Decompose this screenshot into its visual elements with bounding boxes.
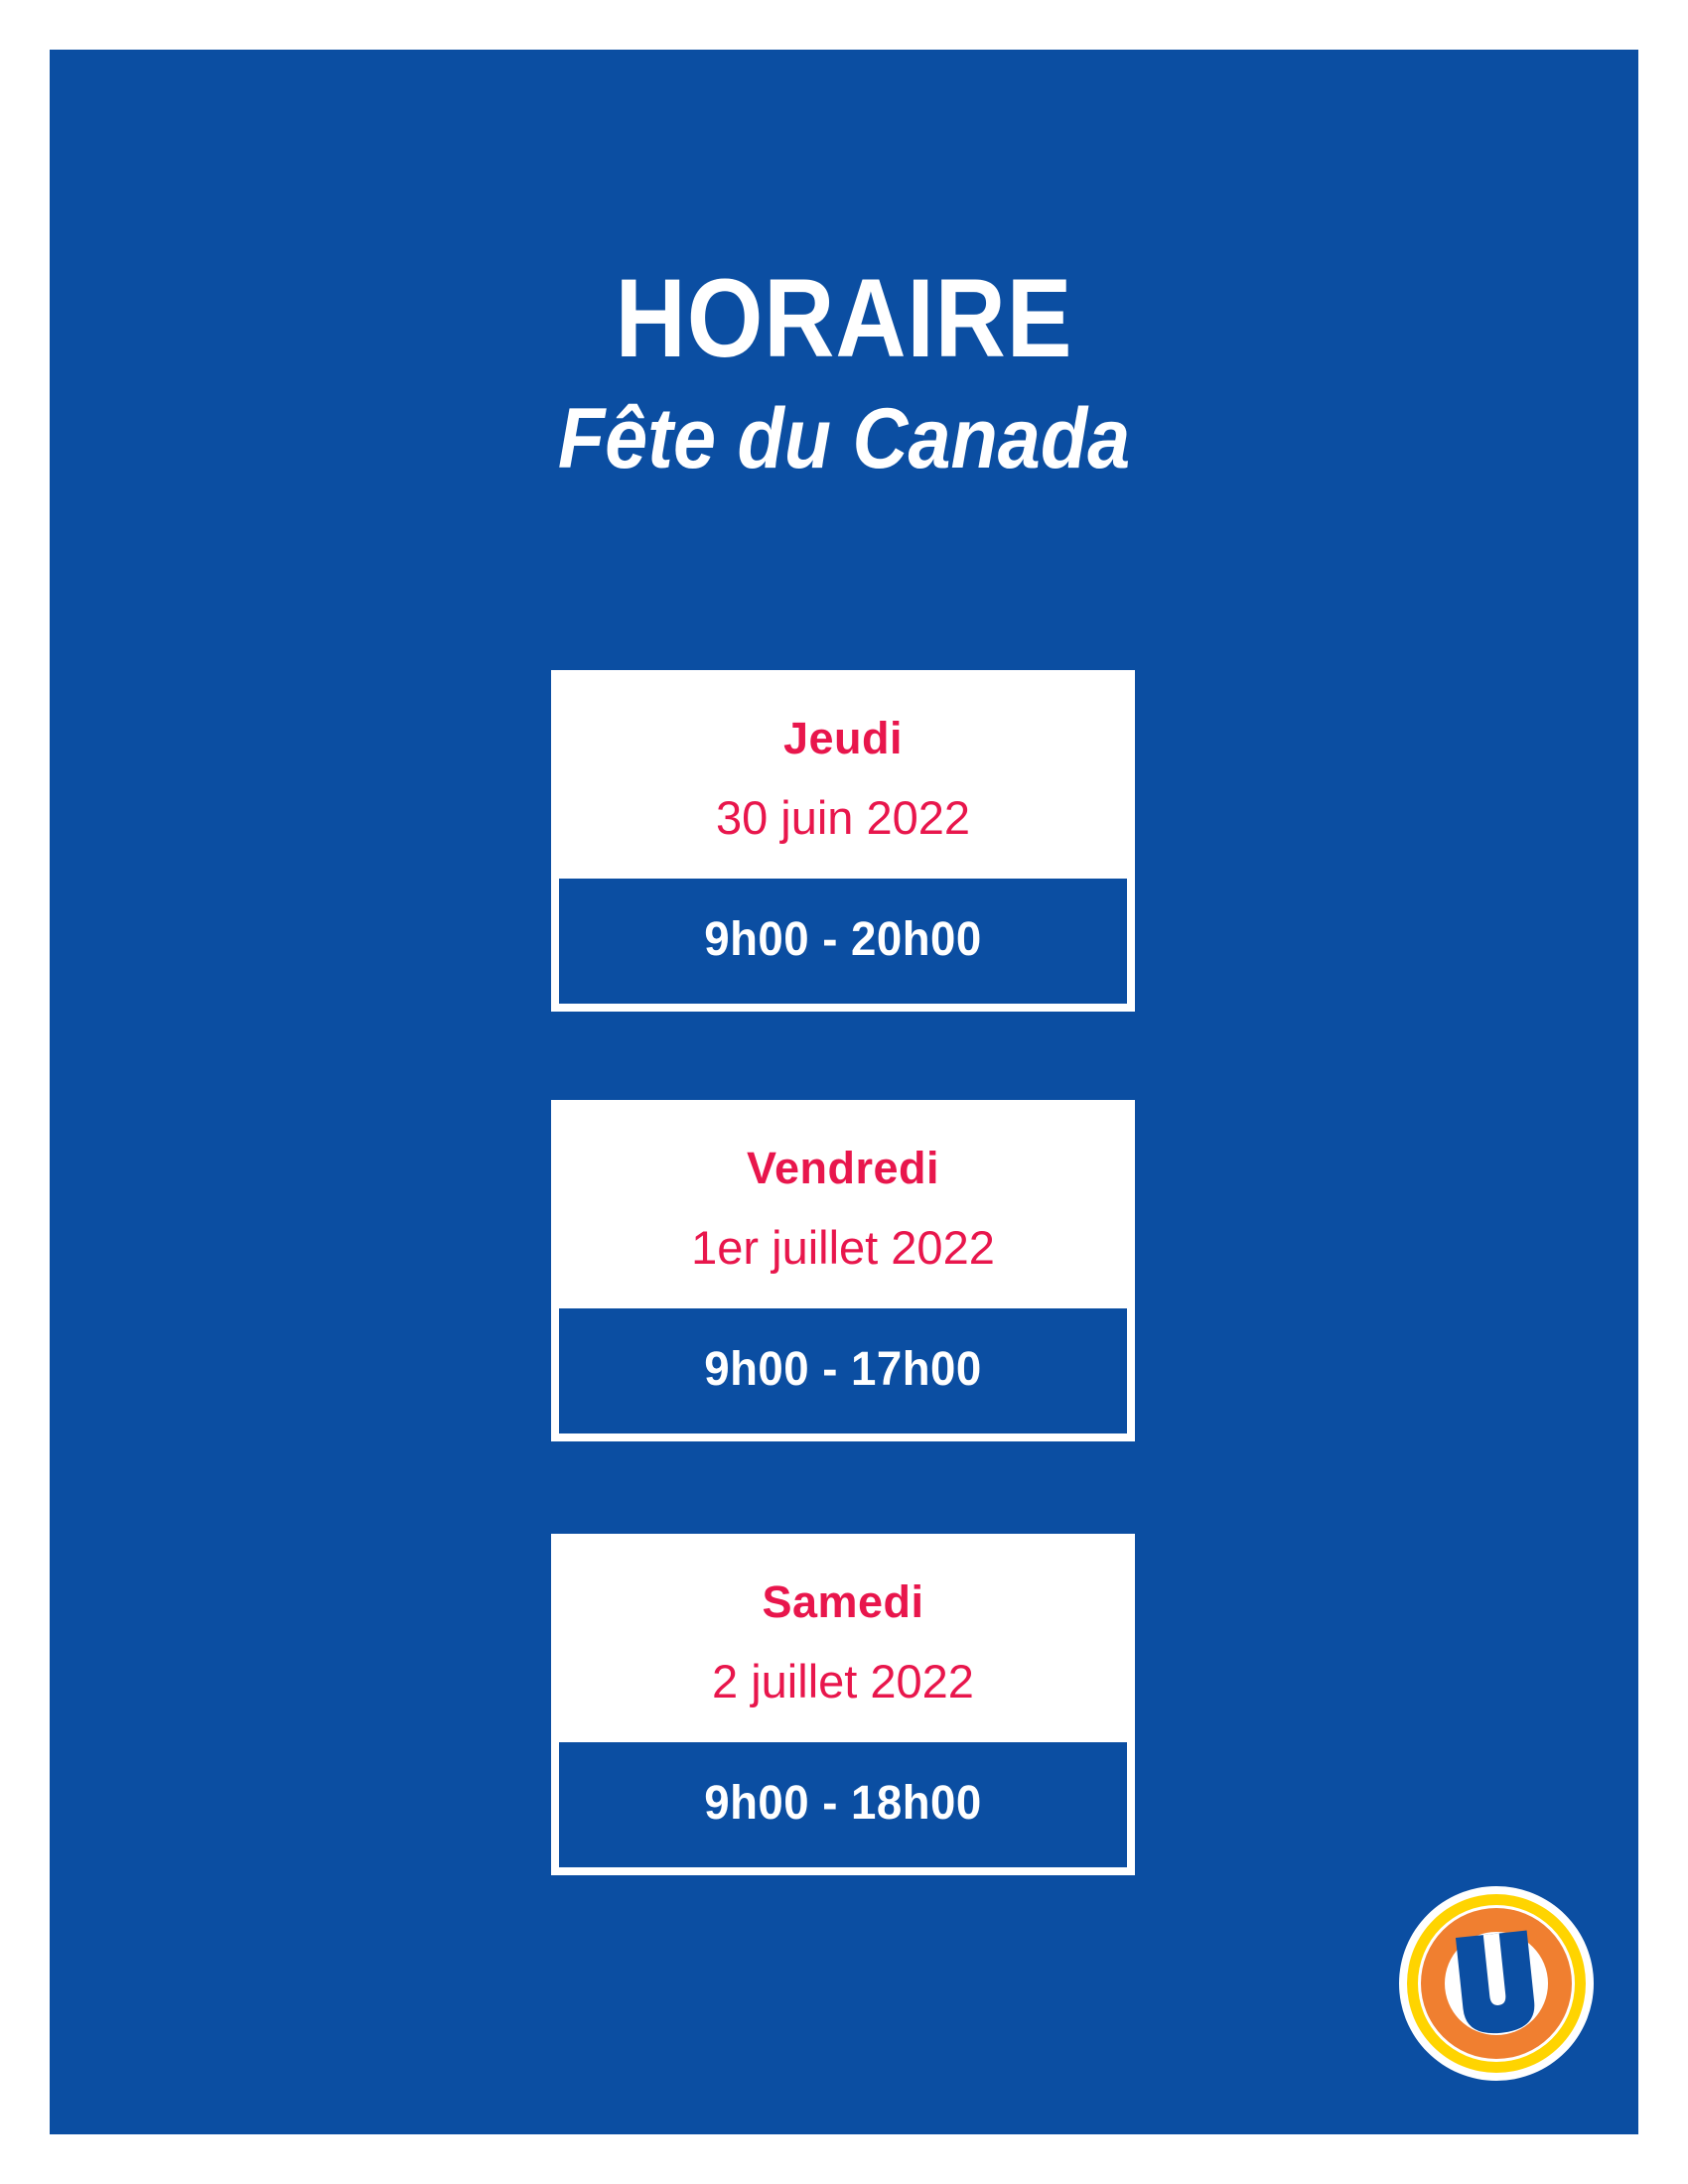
schedule-hours-label: 9h00 - 18h00 <box>704 1777 982 1830</box>
schedule-date-label: 2 juillet 2022 <box>712 1655 974 1707</box>
schedule-card-header: Samedi 2 juillet 2022 <box>555 1538 1131 1738</box>
page-subtitle: Fête du Canada <box>557 391 1131 486</box>
schedule-day-label: Jeudi <box>782 713 904 763</box>
schedule-date-label: 30 juin 2022 <box>715 791 971 844</box>
schedule-card-header: Vendredi 1er juillet 2022 <box>555 1104 1131 1304</box>
schedule-hours-band: 9h00 - 18h00 <box>555 1738 1131 1871</box>
poster-header: HORAIRE Fête du Canada <box>50 256 1638 486</box>
schedule-hours-label: 9h00 - 17h00 <box>704 1343 982 1396</box>
schedule-hours-band: 9h00 - 17h00 <box>555 1304 1131 1437</box>
schedule-hours-band: 9h00 - 20h00 <box>555 875 1131 1008</box>
uniprix-logo-icon <box>1397 1884 1596 2083</box>
schedule-card: Vendredi 1er juillet 2022 9h00 - 17h00 <box>551 1100 1135 1441</box>
poster-panel: HORAIRE Fête du Canada Jeudi 30 juin 202… <box>50 50 1638 2134</box>
schedule-day-label: Samedi <box>762 1576 924 1627</box>
schedule-card-header: Jeudi 30 juin 2022 <box>555 674 1131 875</box>
schedule-day-label: Vendredi <box>746 1143 940 1193</box>
schedule-hours-label: 9h00 - 20h00 <box>704 913 982 966</box>
schedule-date-label: 1er juillet 2022 <box>691 1221 995 1274</box>
schedule-card: Jeudi 30 juin 2022 9h00 - 20h00 <box>551 670 1135 1012</box>
schedule-card: Samedi 2 juillet 2022 9h00 - 18h00 <box>551 1534 1135 1875</box>
page-title: HORAIRE <box>615 256 1073 380</box>
